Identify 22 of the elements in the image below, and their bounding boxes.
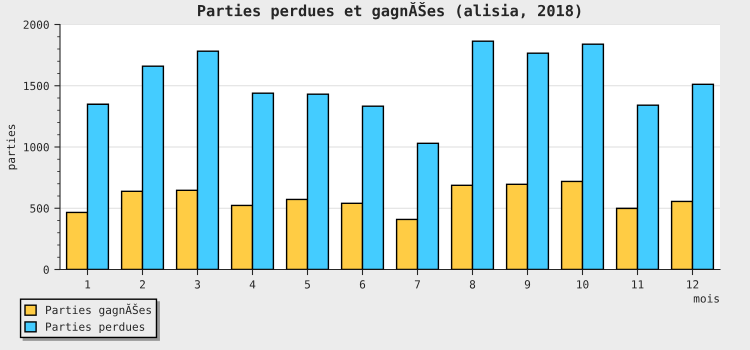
legend-label: Parties perdues: [46, 322, 144, 333]
x-tick-label: 10: [577, 280, 588, 289]
y-tick-label: 0: [44, 266, 49, 274]
x-tick-label: 2: [140, 280, 145, 288]
x-tick-label: 12: [687, 280, 698, 288]
y-axis-title: parties: [6, 124, 18, 170]
x-tick-label: 3: [194, 280, 200, 289]
x-tick-label: 9: [524, 280, 530, 289]
x-tick-label: 5: [304, 280, 310, 289]
legend-label: Parties gagnĂŠes: [46, 304, 151, 316]
x-tick-label: 4: [250, 280, 256, 288]
y-tick-label: 2000: [24, 20, 49, 29]
chart-title: Parties perdues et gagnĂŠes (alisia, 2018): [198, 2, 580, 20]
y-tick-label: 1500: [24, 82, 49, 90]
x-tick-label: 1: [85, 280, 90, 288]
x-tick-label: 7: [414, 280, 420, 288]
x-tick-label: 6: [360, 280, 366, 289]
y-tick-label: 1000: [24, 143, 49, 152]
x-axis-title: mois: [694, 294, 719, 303]
x-tick-label: 8: [470, 280, 476, 289]
x-tick-label: 11: [632, 280, 644, 288]
y-tick-label: 500: [30, 204, 49, 213]
